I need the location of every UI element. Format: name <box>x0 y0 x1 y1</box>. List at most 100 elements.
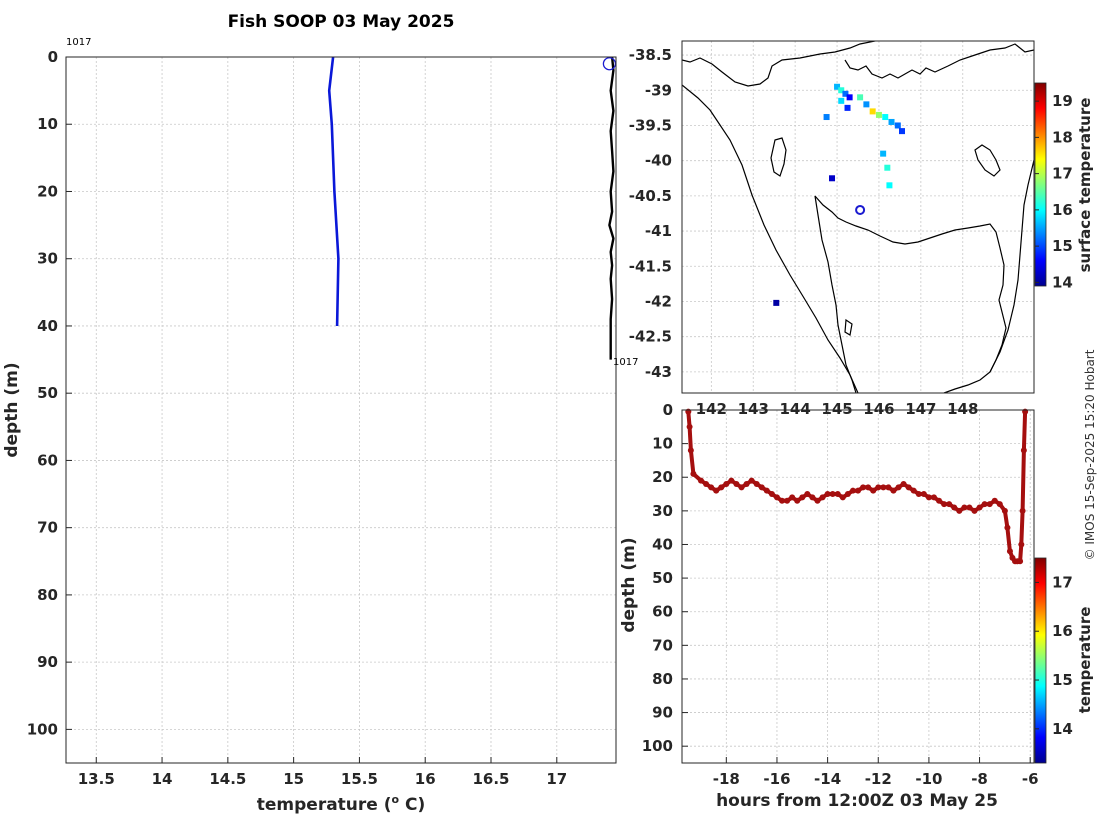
depth-time-x-axis-label: hours from 12:00Z 03 May 25 <box>716 791 998 811</box>
x-axis-label-degree: o <box>392 793 400 806</box>
profile-gridlines <box>66 56 616 763</box>
depth-time-point <box>814 497 821 504</box>
sst-pixel <box>882 114 889 121</box>
map-tick-labels: 142 143 144 145 146 147 148 -38.5 -39 -39.5 -40 -40… <box>629 46 979 418</box>
depth-time-point <box>768 491 775 498</box>
depth-time-point <box>748 477 755 484</box>
depth-time-x-tick-label: -18 <box>713 770 740 788</box>
temperature-colorbar-tick-label: 16 <box>1052 622 1073 640</box>
depth-time-point <box>799 494 806 501</box>
depth-time-point <box>697 477 704 484</box>
sst-pixel <box>844 104 851 111</box>
depth-time-x-tick-label: -12 <box>865 770 892 788</box>
depth-time-point <box>951 504 958 511</box>
mainland-coast <box>682 41 879 87</box>
sst-pixel <box>869 108 876 115</box>
x-tick-label: 14 <box>152 770 173 788</box>
map-lat-tick-label: -42.5 <box>629 328 672 346</box>
map-lat-tick-label: -42 <box>645 292 672 310</box>
map-lat-tick-label: -41 <box>645 222 672 240</box>
depth-time-point <box>703 480 710 487</box>
depth-time-y-tick-label: 60 <box>652 603 673 621</box>
depth-time-point <box>728 477 735 484</box>
x-tick-label: 15 <box>283 770 304 788</box>
depth-time-y-tick-label: 100 <box>642 737 673 755</box>
flinders-islands <box>974 144 1001 177</box>
depth-time-point <box>930 494 937 501</box>
map-lon-tick-label: 147 <box>905 400 936 418</box>
sst-pixel <box>823 114 830 121</box>
depth-time-point <box>905 484 912 491</box>
temperature-colorbar-tick-label: 14 <box>1052 720 1073 738</box>
sst-pixel <box>880 150 887 157</box>
sst-colorbar-ticks: 14 15 16 17 18 19 <box>1035 92 1073 291</box>
sst-pixel <box>838 97 845 104</box>
sst-colorbar-tick-label: 19 <box>1052 92 1073 110</box>
depth-time-point <box>1017 558 1024 565</box>
map-lon-tick-label: 143 <box>738 400 769 418</box>
sst-colorbar-tick-label: 17 <box>1052 165 1073 183</box>
depth-time-point <box>819 494 826 501</box>
temperature-colorbar <box>1034 557 1047 764</box>
sst-pixel <box>846 94 853 101</box>
sst-colorbar-tick-label: 15 <box>1052 237 1073 255</box>
temperature-colorbar-tick-label: 15 <box>1052 671 1073 689</box>
depth-time-point <box>961 504 968 511</box>
depth-time-point <box>794 497 801 504</box>
depth-time-y-tick-label: 90 <box>652 704 673 722</box>
depth-time-point <box>890 487 897 494</box>
depth-time-point <box>687 447 694 454</box>
depth-time-point <box>686 423 693 430</box>
series-line-depth-trace <box>608 57 615 360</box>
y-tick-label: 50 <box>37 384 58 402</box>
depth-time-point <box>855 487 861 494</box>
depth-time-point <box>946 501 953 508</box>
depth-time-point <box>834 491 841 498</box>
depth-time-point <box>920 491 927 498</box>
tasmania-west-coast <box>814 195 857 393</box>
depth-time-point <box>753 480 760 487</box>
depth-time-y-tick-label: 0 <box>663 401 673 419</box>
map-lat-tick-label: -40.5 <box>629 187 672 205</box>
profile-series-layer <box>327 57 616 360</box>
depth-time-point <box>829 491 836 498</box>
depth-time-point <box>708 484 715 491</box>
sst-pixel <box>886 182 893 189</box>
depth-time-x-tick-label: -8 <box>971 770 988 788</box>
profile-start-marker <box>602 57 616 71</box>
depth-time-point <box>976 504 983 511</box>
map-frame <box>681 40 1035 394</box>
depth-time-y-tick-label: 50 <box>652 569 673 587</box>
x-tick-label: 17 <box>546 770 567 788</box>
map-lon-tick-label: 144 <box>779 400 810 418</box>
vessel-position-marker <box>855 204 866 215</box>
depth-time-point <box>1019 507 1026 514</box>
depth-time-point <box>910 487 917 494</box>
depth-time-y-tick-label: 10 <box>652 435 673 453</box>
depth-time-point <box>690 470 697 477</box>
sst-pixel <box>773 299 780 306</box>
depth-time-gridlines <box>682 409 1034 763</box>
depth-time-point <box>925 494 932 501</box>
sst-colorbar-tick-label: 16 <box>1052 201 1073 219</box>
depth-time-point <box>723 480 730 487</box>
sst-colorbar-tick-label: 14 <box>1052 273 1073 291</box>
depth-time-point <box>789 494 796 501</box>
chart-title: Fish SOOP 03 May 2025 <box>228 12 455 32</box>
y-tick-label: 30 <box>37 250 58 268</box>
y-tick-label: 90 <box>37 653 58 671</box>
map-lat-tick-label: -38.5 <box>629 46 672 64</box>
map-lat-tick-label: -43 <box>645 363 672 381</box>
depth-time-point <box>885 484 892 491</box>
x-tick-label: 16.5 <box>472 770 509 788</box>
depth-time-chart: -18 -16 -14 -12 -10 -8 -6 0 10 20 30 40 50 60 70 80 90 10… <box>619 401 1094 811</box>
depth-time-point <box>941 501 948 508</box>
depth-time-y-axis-label: depth (m) <box>619 537 639 632</box>
depth-time-point <box>773 494 780 501</box>
depth-time-point <box>870 487 877 494</box>
sst-points-layer <box>773 83 905 306</box>
depth-time-point <box>996 501 1003 508</box>
depth-time-point <box>900 480 907 487</box>
y-tick-label: 100 <box>27 720 58 738</box>
depth-time-point <box>809 494 816 501</box>
